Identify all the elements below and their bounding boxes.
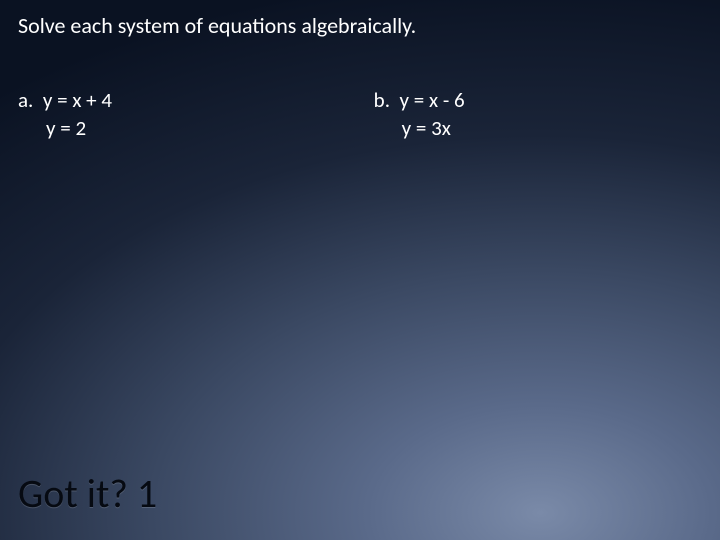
- instruction-text: Solve each system of equations algebraic…: [18, 12, 416, 39]
- problem-a-label: a.: [18, 87, 33, 113]
- problem-a-eq1: y = x + 4: [43, 87, 112, 113]
- problem-b-line1: b. y = x - 6: [374, 86, 702, 114]
- problem-b-eq2: y = 3x: [374, 114, 702, 142]
- problem-a-eq2: y = 2: [18, 114, 374, 142]
- problem-b-eq1: y = x - 6: [400, 87, 465, 113]
- problem-a-line1: a. y = x + 4: [18, 86, 374, 114]
- problem-b-label: b.: [374, 87, 390, 113]
- problem-b: b. y = x - 6 y = 3x: [374, 86, 702, 143]
- problem-a: a. y = x + 4 y = 2: [18, 86, 374, 143]
- slide-heading: Got it? 1: [18, 469, 157, 518]
- problems-container: a. y = x + 4 y = 2 b. y = x - 6 y = 3x: [18, 86, 702, 143]
